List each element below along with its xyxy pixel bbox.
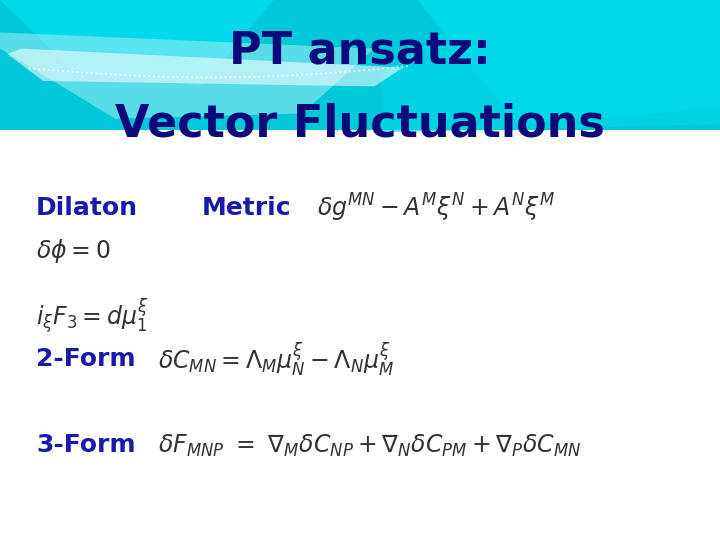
Text: 2-Form: 2-Form [36, 347, 135, 371]
Polygon shape [7, 49, 403, 86]
Polygon shape [382, 0, 720, 132]
Text: 3-Form: 3-Form [36, 434, 135, 457]
Polygon shape [0, 0, 274, 86]
Text: Vector Fluctuations: Vector Fluctuations [115, 103, 605, 146]
Text: $i_\xi F_3 = d\mu_1^\xi$: $i_\xi F_3 = d\mu_1^\xi$ [36, 296, 149, 336]
Text: $\delta C_{MN} = \Lambda_M\mu_N^\xi - \Lambda_N\mu_M^\xi$: $\delta C_{MN} = \Lambda_M\mu_N^\xi - \L… [158, 340, 395, 378]
Text: Dilaton: Dilaton [36, 196, 138, 220]
Text: PT ansatz:: PT ansatz: [229, 30, 491, 73]
Text: $\delta\phi = 0$: $\delta\phi = 0$ [36, 237, 110, 265]
Text: $\delta g^{MN} - A^M\xi^N + A^N\xi^M$: $\delta g^{MN} - A^M\xi^N + A^N\xi^M$ [317, 192, 555, 224]
Polygon shape [0, 32, 374, 119]
Polygon shape [418, 0, 720, 124]
Text: Metric: Metric [202, 196, 291, 220]
FancyBboxPatch shape [0, 130, 720, 540]
Text: $\delta F_{MNP}\ =\ \nabla_M\delta C_{NP} + \nabla_N\delta C_{PM} + \nabla_P\del: $\delta F_{MNP}\ =\ \nabla_M\delta C_{NP… [158, 433, 582, 458]
FancyBboxPatch shape [0, 0, 720, 130]
